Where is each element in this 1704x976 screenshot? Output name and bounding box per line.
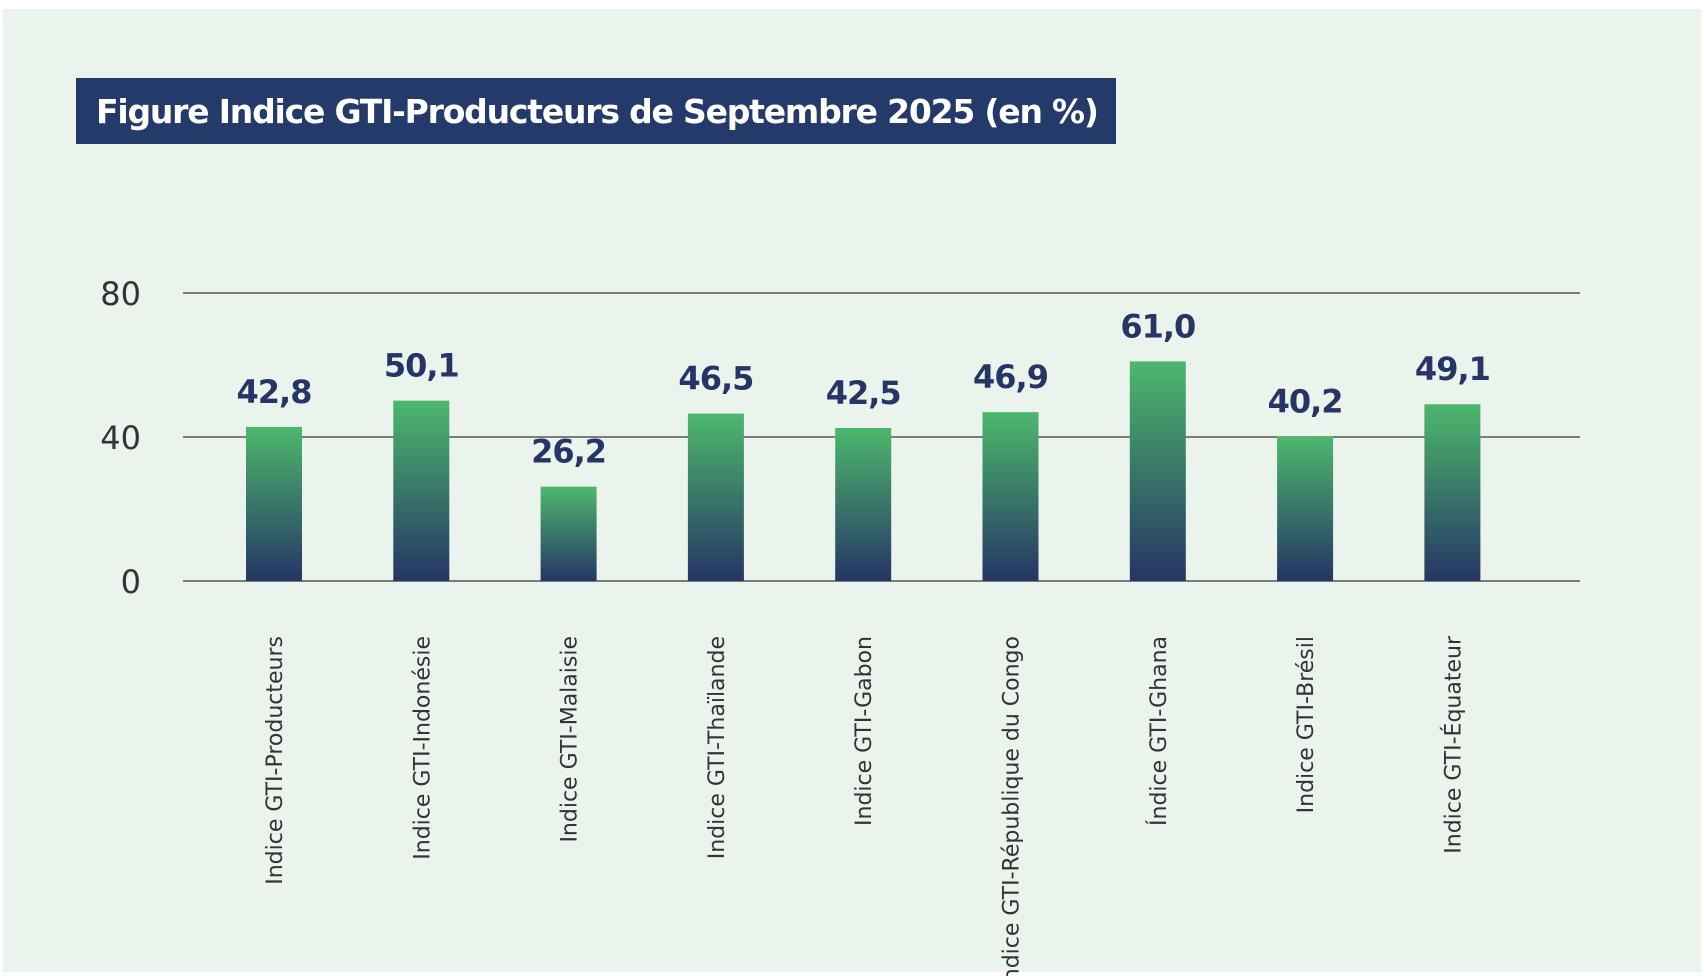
value-label: 61,0 [1120,307,1195,345]
value-label: 42,8 [237,373,312,411]
chart-title: Figure Indice GTI-Producteurs de Septemb… [76,78,1116,144]
bar [982,412,1039,581]
category-label: Indice GTI-Malaisie [558,636,583,843]
value-label: 42,5 [826,374,901,412]
category-label: Indice GTI-Indonésie [410,636,435,860]
value-label: 49,1 [1415,350,1490,388]
category-label: Indice GTI-Gabon [852,636,877,826]
y-axis-ticks: 0 40 80 [100,275,141,601]
bar [1129,361,1186,581]
value-label: 40,2 [1268,382,1343,420]
value-labels: 42,8 50,1 26,2 46,5 42,5 46,9 61,0 40,2 49,1 [237,307,1491,471]
bars [246,361,1481,581]
value-label: 46,9 [973,358,1048,396]
bar [1277,436,1334,581]
bar [540,486,597,581]
value-label: 26,2 [531,433,606,471]
category-label: Indice GTI-Équateur [1440,635,1466,854]
category-label: Indice GTI-Brésil [1294,636,1319,813]
bar [687,413,744,581]
y-tick-label: 80 [100,275,141,313]
bar [1424,404,1481,581]
bar [246,426,302,581]
category-label: Indice GTI-Producteurs [263,636,288,885]
category-label: Índice GTI-Ghana [1146,636,1172,826]
bar [393,400,450,581]
y-tick-label: 0 [121,563,141,601]
value-label: 46,5 [678,360,753,398]
category-label: Indice GTI-République du Congo [1000,636,1025,976]
bar [835,428,892,581]
category-labels: Indice GTI-Producteurs Indice GTI-Indonés… [263,635,1466,976]
category-label: Indice GTI-Thaïlande [705,636,730,859]
y-tick-label: 40 [100,419,141,457]
value-label: 50,1 [384,347,459,385]
